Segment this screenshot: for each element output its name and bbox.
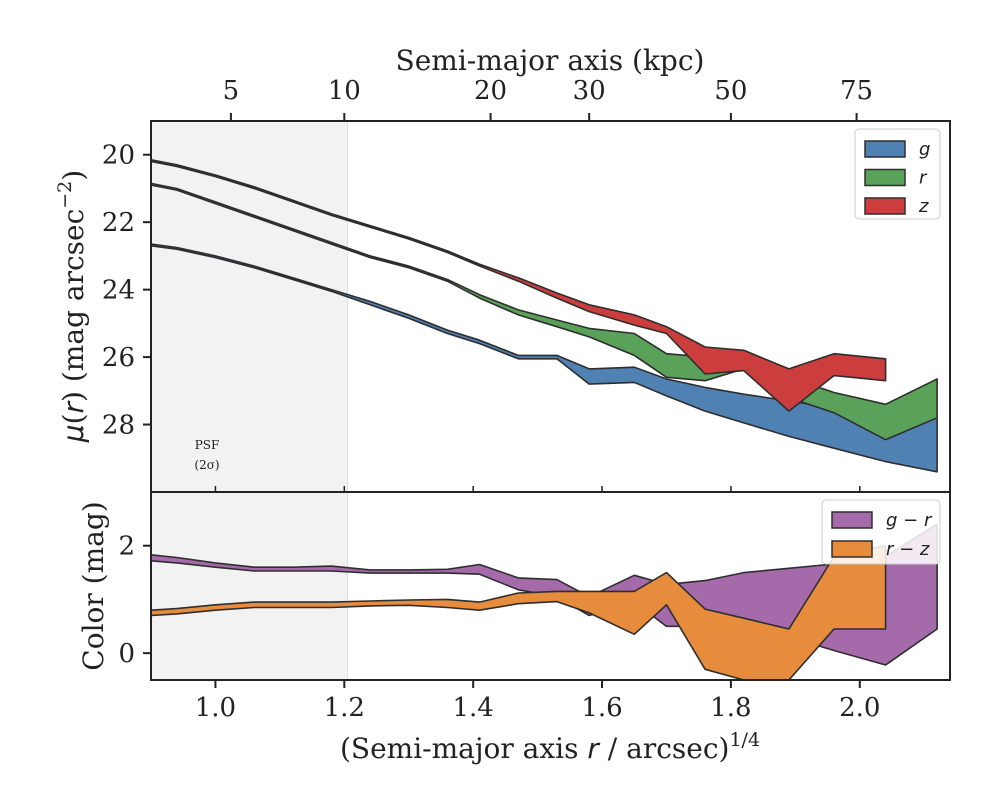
kpc-tick-label: 10: [328, 76, 361, 106]
y-tick-label-top: 28: [102, 411, 135, 441]
y-axis-label-open: (: [57, 413, 90, 424]
psf-region-bottom: [151, 492, 348, 680]
psf-region-top: [151, 121, 348, 492]
y-tick-label-top: 22: [102, 208, 135, 238]
x-axis-label-rest: / arcsec): [599, 732, 730, 765]
band-g-r: [150, 523, 938, 666]
legend-label: g: [919, 139, 930, 160]
y-tick-label-bottom: 2: [118, 532, 135, 562]
y-tick-label-bottom: 0: [118, 639, 135, 669]
y-axis-label-top: μ(r) (mag arcsec−2): [54, 170, 90, 443]
legend-label: r: [919, 168, 928, 189]
top-axis-label: Semi-major axis (kpc): [396, 44, 705, 77]
y-axis-label-mu: μ: [57, 424, 90, 443]
legend-label: g − r: [886, 510, 933, 531]
x-tick-label: 1.0: [195, 693, 236, 723]
x-tick-label: 1.6: [581, 693, 622, 723]
color-bands: [150, 523, 938, 681]
bottom-panel-ticks: 0 2 1.0 1.2 1.4 1.6 1.8 2.0: [118, 532, 880, 723]
y-axis-label-bottom: Color (mag): [77, 501, 110, 670]
legend-swatch: [831, 511, 873, 529]
x-tick-label: 1.8: [710, 693, 751, 723]
x-axis-label-var: r: [587, 732, 600, 765]
kpc-tick-label: 20: [474, 76, 507, 106]
x-tick-label: 2.0: [839, 693, 880, 723]
band-z: [150, 159, 887, 412]
band-g: [150, 243, 938, 473]
legend-swatch: [864, 197, 906, 215]
legend-swatch: [864, 168, 906, 187]
kpc-tick-label: 5: [223, 76, 240, 106]
kpc-tick-label: 75: [840, 76, 873, 106]
legend-color: g − r r − z: [821, 499, 941, 565]
x-axis-label: (Semi-major axis r / arcsec)1/4: [340, 729, 760, 765]
bottom-panel-frame: [150, 491, 951, 681]
y-axis-label-close: ): [57, 170, 90, 181]
y-axis-label-exp: −2: [54, 181, 76, 209]
legend-swatch: [864, 140, 906, 158]
legend-label: r − z: [886, 539, 930, 560]
legend-label: z: [918, 196, 929, 217]
y-axis-label-r: r: [57, 400, 90, 413]
band-r-z: [150, 544, 887, 681]
y-axis-label-rest: ) (mag arcsec: [57, 209, 90, 402]
y-tick-label-top: 26: [102, 343, 135, 373]
kpc-tick-label: 50: [714, 76, 747, 106]
band-r: [150, 182, 938, 441]
x-axis-label-main: (Semi-major axis: [340, 732, 587, 765]
legend-swatch: [831, 540, 873, 558]
surface-brightness-bands: [150, 159, 938, 473]
psf-label: PSF: [195, 438, 220, 452]
top-panel-ticks: 20 22 24 26 28: [102, 141, 861, 492]
x-tick-label: 1.2: [324, 693, 365, 723]
x-tick-label: 1.4: [452, 693, 493, 723]
legend-surface-brightness: grz: [854, 128, 941, 220]
x-axis-label-exp: 1/4: [729, 729, 760, 751]
y-tick-label-top: 24: [102, 276, 135, 306]
kpc-axis-ticks: 5 10 20 30 50 75: [223, 76, 873, 121]
psf-sigma-label: (2σ): [194, 458, 219, 472]
y-tick-label-top: 20: [102, 141, 135, 171]
kpc-tick-label: 30: [573, 76, 606, 106]
